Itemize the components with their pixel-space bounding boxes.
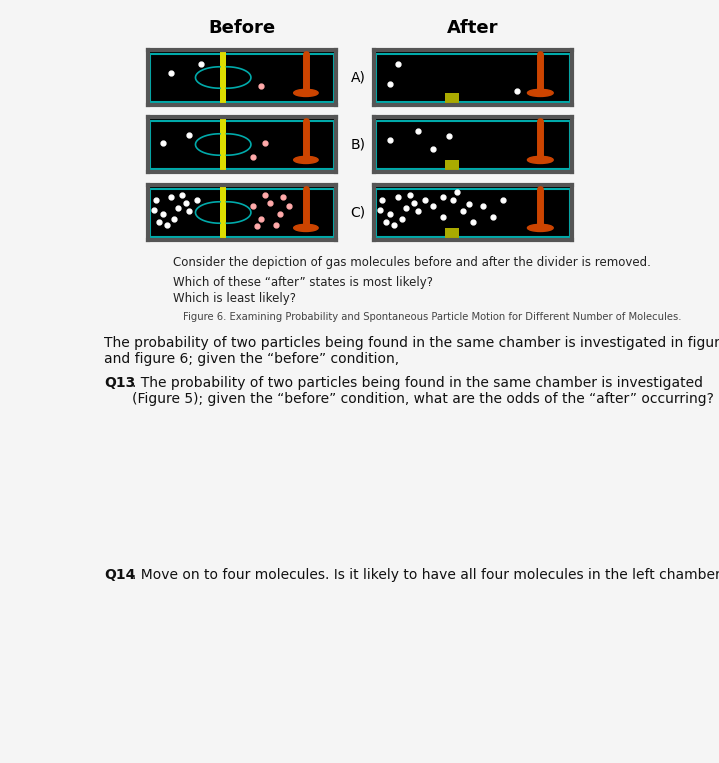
Text: C): C): [350, 205, 365, 220]
Bar: [220, 117, 226, 172]
Bar: [150, 121, 334, 169]
Text: Figure 6. Examining Probability and Spontaneous Particle Motion for Different Nu: Figure 6. Examining Probability and Spon…: [183, 312, 682, 322]
Bar: [445, 160, 459, 172]
Text: and figure 6; given the “before” condition,: and figure 6; given the “before” conditi…: [104, 352, 399, 366]
Bar: [220, 50, 226, 105]
Bar: [376, 189, 569, 237]
Text: After: After: [447, 19, 499, 37]
Circle shape: [528, 156, 553, 163]
Circle shape: [293, 224, 318, 231]
Text: The probability of two particles being found in the same chamber is investigated: The probability of two particles being f…: [104, 336, 719, 350]
Bar: [150, 54, 334, 102]
Text: A): A): [351, 70, 365, 85]
Bar: [150, 189, 334, 237]
Text: B): B): [350, 137, 365, 152]
Text: Which is least likely?: Which is least likely?: [173, 292, 296, 305]
Bar: [445, 93, 459, 105]
Circle shape: [293, 156, 318, 163]
Text: Q14: Q14: [104, 568, 136, 582]
Text: Before: Before: [209, 19, 275, 37]
Bar: [445, 228, 459, 240]
Circle shape: [293, 89, 318, 96]
Circle shape: [528, 224, 553, 231]
Text: Which of these “after” states is most likely?: Which of these “after” states is most li…: [173, 276, 433, 289]
Text: . The probability of two particles being found in the same chamber is investigat: . The probability of two particles being…: [132, 376, 713, 406]
Circle shape: [528, 89, 553, 96]
Bar: [220, 185, 226, 240]
Text: Consider the depiction of gas molecules before and after the divider is removed.: Consider the depiction of gas molecules …: [173, 256, 651, 269]
Bar: [376, 54, 569, 102]
Text: . Move on to four molecules. Is it likely to have all four molecules in the left: . Move on to four molecules. Is it likel…: [132, 568, 719, 582]
Text: Q13: Q13: [104, 376, 135, 390]
Bar: [376, 121, 569, 169]
